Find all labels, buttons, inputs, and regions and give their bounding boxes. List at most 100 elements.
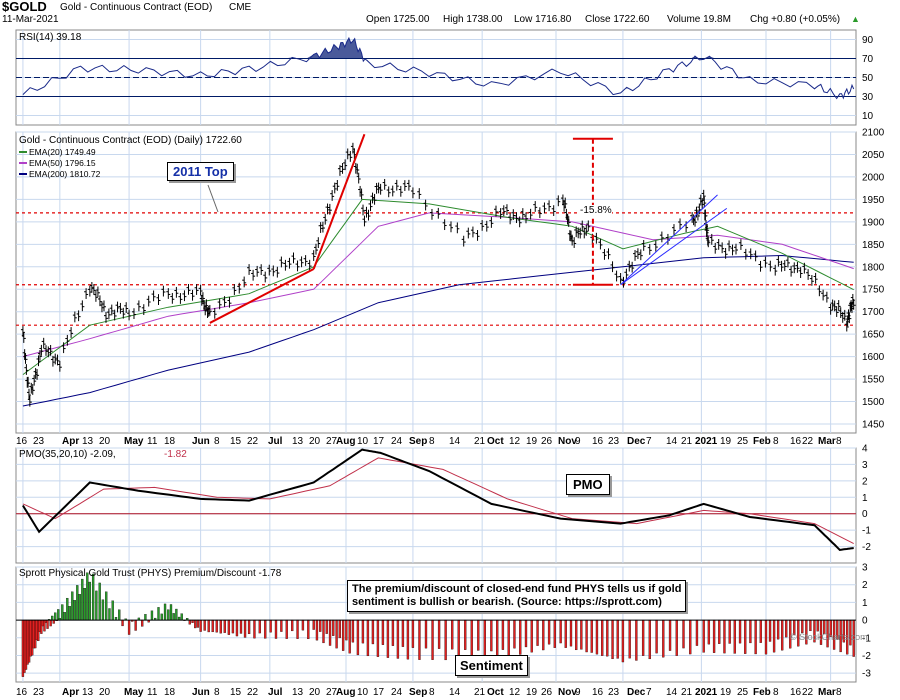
- sentiment-bar: [356, 619, 360, 656]
- pmo-signal-value: -1.82: [164, 449, 187, 460]
- x-axis-label: 17: [373, 436, 385, 447]
- sentiment-bar: [444, 619, 447, 661]
- price-panel-ytick-label: 1650: [862, 330, 885, 341]
- x-axis-label: Jun: [192, 436, 210, 447]
- sentiment-bar: [86, 572, 89, 621]
- sentiment-bar: [253, 619, 256, 639]
- x-axis-label-bottom: 18: [164, 687, 176, 698]
- sentiment-bar: [73, 600, 76, 621]
- sentiment-bar: [386, 619, 390, 658]
- sentiment-bar: [101, 599, 105, 621]
- ohlc-high: High 1738.00: [443, 14, 503, 25]
- sentiment-bar: [569, 619, 573, 647]
- x-axis-label-bottom: 21: [681, 687, 693, 698]
- sentiment-bar: [536, 619, 539, 646]
- sentiment-bar: [707, 619, 711, 645]
- sentiment-panel-ytick-label: -3: [862, 669, 871, 680]
- sentiment-bar: [635, 619, 638, 661]
- x-axis-label: Nov: [558, 436, 577, 447]
- price-panel-ytick-label: 2000: [862, 172, 885, 183]
- sentiment-bar: [749, 619, 752, 644]
- price-panel-ytick-label: 1900: [862, 217, 885, 228]
- sentiment-bar: [91, 573, 95, 621]
- x-axis-label-bottom: 8: [836, 687, 842, 698]
- sentiment-bar: [223, 619, 226, 633]
- sentiment-bar: [319, 619, 322, 632]
- sentiment-bar: [655, 619, 658, 654]
- sentiment-bar: [285, 619, 288, 639]
- x-axis-label: 23: [33, 436, 45, 447]
- channel-upper: [620, 194, 718, 286]
- sentiment-bar: [668, 619, 672, 651]
- sentiment-bar: [744, 619, 747, 654]
- sentiment-bar: [325, 619, 328, 634]
- x-axis-label-bottom: 19: [526, 687, 538, 698]
- x-axis-label: 18: [164, 436, 176, 447]
- x-axis-label-bottom: 8: [773, 687, 779, 698]
- sentiment-bar: [203, 619, 206, 631]
- sentiment-bar: [431, 619, 434, 660]
- sentiment-bar: [134, 619, 137, 631]
- label-2011-pointer: [207, 184, 219, 213]
- price-panel-ytick-label: 1550: [862, 375, 885, 386]
- symbol-label: $GOLD: [2, 0, 47, 14]
- sentiment-bar: [269, 619, 272, 633]
- sentiment-bar: [315, 619, 319, 641]
- sentiment-bar: [689, 619, 692, 655]
- sentiment-bar: [675, 619, 678, 656]
- x-axis-label-bottom: 7: [646, 687, 652, 698]
- sentiment-bar: [601, 619, 604, 656]
- change-label: Chg +0.80 (+0.05%): [750, 14, 841, 25]
- sentiment-bar: [682, 619, 685, 649]
- x-axis-label: 8: [429, 436, 435, 447]
- sentiment-panel-ytick-label: 1: [862, 598, 868, 609]
- sentiment-bar: [264, 619, 267, 639]
- sentiment-bar: [105, 591, 108, 621]
- x-axis-label: 11: [147, 436, 158, 447]
- copyright-watermark: © StockCharts.com: [790, 632, 868, 642]
- sentiment-bar: [351, 619, 355, 643]
- sentiment-bar: [211, 619, 214, 633]
- sentiment-bar: [519, 619, 522, 655]
- sentiment-bar: [247, 619, 251, 635]
- x-axis-label-bottom: 27: [326, 687, 338, 698]
- x-axis-label-bottom: Jun: [192, 687, 210, 698]
- ohlc-low: Low 1716.80: [514, 14, 572, 25]
- sentiment-bar: [141, 619, 144, 627]
- sentiment-bar: [61, 604, 64, 621]
- sentiment-bar: [785, 619, 788, 638]
- x-axis-label-bottom: 12: [509, 687, 521, 698]
- sentiment-bar: [411, 619, 415, 648]
- sentiment-bar: [376, 619, 380, 657]
- pmo-panel-ytick-label: 2: [862, 476, 868, 487]
- ema-line: [22, 198, 854, 376]
- sentiment-bar: [381, 619, 385, 645]
- ema-line: [22, 212, 854, 358]
- x-axis-label: Feb: [753, 436, 771, 447]
- sentiment-bar: [513, 619, 516, 649]
- sentiment-bar: [507, 619, 510, 657]
- sentiment-bar: [702, 619, 705, 653]
- x-axis-label: 23: [608, 436, 620, 447]
- x-axis-label-bottom: 2021: [695, 687, 718, 698]
- sentiment-bar: [83, 588, 86, 621]
- sentiment-bar: [477, 619, 480, 651]
- sentiment-bar: [768, 619, 772, 642]
- sentiment-bar: [712, 619, 716, 653]
- x-axis-label: Aug: [336, 436, 355, 447]
- instrument-name: Gold - Continuous Contract (EOD): [60, 2, 213, 13]
- sentiment-bar: [258, 619, 261, 634]
- x-axis-label-bottom: May: [124, 687, 144, 698]
- sentiment-bar: [207, 619, 210, 633]
- sentiment-bar: [307, 619, 310, 640]
- sentiment-bar: [501, 619, 505, 650]
- sentiment-bar: [219, 619, 222, 634]
- rsi-panel-ytick-label: 70: [862, 54, 874, 65]
- chart-date: 11-Mar-2021: [2, 14, 59, 25]
- rsi-panel-ytick-label: 10: [862, 111, 874, 122]
- sentiment-bar: [231, 619, 235, 634]
- sentiment-bar: [695, 619, 699, 646]
- sentiment-bar: [754, 619, 757, 655]
- sentiment-bar: [332, 619, 335, 636]
- sentiment-bar: [127, 619, 131, 635]
